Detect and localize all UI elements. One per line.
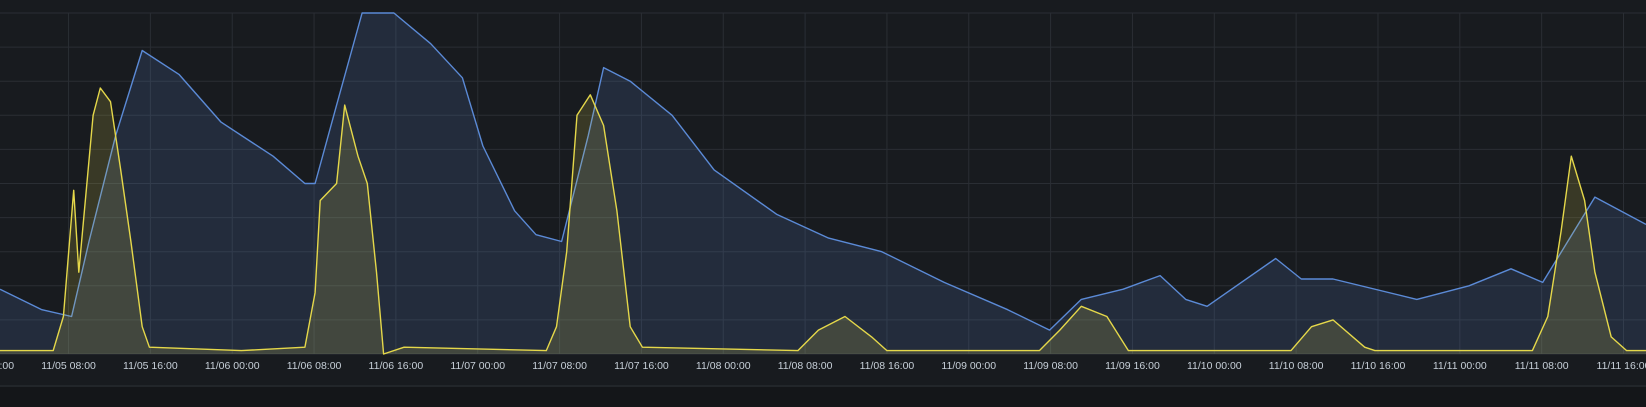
series-area [0, 13, 1646, 354]
x-tick-label: 11/10 16:00 [1351, 360, 1406, 372]
x-tick-label: 11/09 08:00 [1023, 360, 1078, 372]
x-tick-label: 11/08 08:00 [778, 360, 833, 372]
x-tick-label: 11/11 16:00 [1597, 360, 1646, 372]
x-tick-label: 11/07 00:00 [450, 360, 505, 372]
x-tick-label: 11/07 16:00 [614, 360, 669, 372]
x-tick-label: 11/06 08:00 [287, 360, 342, 372]
x-tick-label: 11/08 00:00 [696, 360, 751, 372]
x-tick-label: 11/09 16:00 [1105, 360, 1160, 372]
x-tick-label: 11/06 00:00 [205, 360, 260, 372]
series-line [0, 87, 1646, 355]
x-tick-label: 11/05 16:00 [123, 360, 178, 372]
series-area [0, 88, 1646, 354]
footer-strip [0, 387, 1646, 407]
x-tick-label: 11/10 08:00 [1269, 360, 1324, 372]
series-line [0, 12, 1646, 331]
x-tick-label: 11/07 08:00 [532, 360, 587, 372]
x-tick-label: 11/10 00:00 [1187, 360, 1242, 372]
x-tick-label: 11/05 00:00 [0, 360, 14, 372]
x-tick-label: 11/09 00:00 [941, 360, 996, 372]
x-tick-label: 11/06 16:00 [369, 360, 424, 372]
x-tick-label: 11/11 00:00 [1433, 360, 1487, 372]
x-tick-label: 11/08 16:00 [860, 360, 915, 372]
x-tick-label: 11/11 08:00 [1515, 360, 1569, 372]
x-tick-label: 11/05 08:00 [41, 360, 96, 372]
